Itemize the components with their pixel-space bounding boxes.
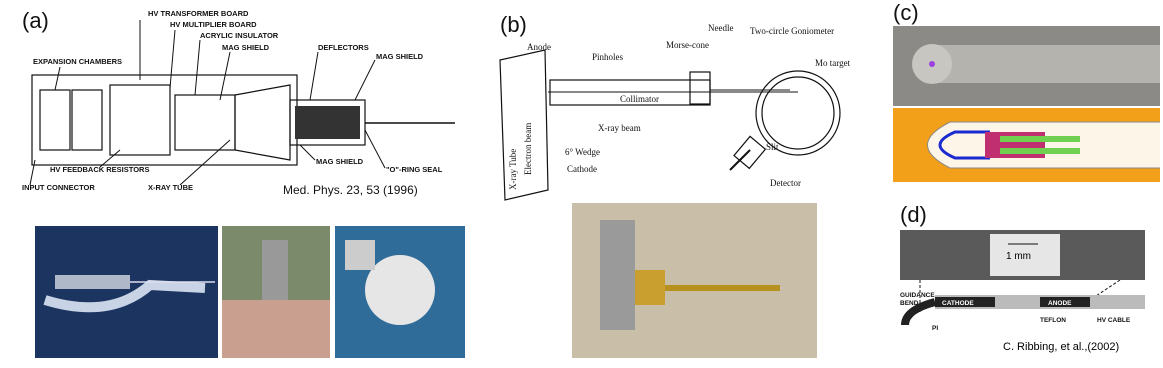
callout: Needle (708, 23, 733, 33)
panel-d-images (900, 230, 1145, 326)
callout: INPUT CONNECTOR (22, 183, 95, 192)
callout: MAG SHIELD (376, 52, 424, 61)
citation: Med. Phys. 23, 53 (1996) (283, 183, 418, 197)
callout: HV MULTIPLIER BOARD (170, 20, 257, 29)
panel-label: (b) (500, 12, 527, 37)
callout: X-ray beam (598, 123, 641, 133)
callout: PI (932, 325, 938, 332)
callout: Cathode (567, 164, 597, 174)
callout: Slit (766, 142, 779, 152)
callout: HV CABLE (1097, 317, 1131, 324)
callout: MAG SHIELD (316, 157, 364, 166)
callout: Electron beam (523, 123, 533, 175)
callout: Mo target (815, 58, 851, 68)
callout: HV TRANSFORMER BOARD (148, 9, 249, 18)
panel-b-diagram (499, 49, 841, 201)
scale-label: 1 mm (1006, 251, 1031, 262)
citation: C. Ribbing, et al.,(2002) (1003, 341, 1119, 353)
callout: Two-circle Goniometer (750, 26, 834, 36)
callout: Anode (527, 42, 551, 52)
callout: X-RAY TUBE (148, 183, 193, 192)
panel-a-callouts: HV TRANSFORMER BOARD HV MULTIPLIER BOARD… (22, 9, 443, 192)
callout: EXPANSION CHAMBERS (33, 57, 122, 66)
panel-d-callouts: 1 mm GUIDANCE BEND CATHODE ANODE PI TEFL… (900, 251, 1131, 332)
callout: GUIDANCE (900, 292, 935, 299)
callout: 6° Wedge (565, 147, 600, 157)
panel-label: (d) (900, 202, 927, 227)
callout: HV FEEDBACK RESISTORS (50, 165, 149, 174)
callout: MAG SHIELD (222, 43, 270, 52)
callout: ACRYLIC INSULATOR (200, 31, 279, 40)
photo-b (572, 203, 817, 358)
panel-label: (c) (893, 0, 919, 25)
callout: BEND (900, 300, 919, 307)
callout: Detector (770, 178, 801, 188)
callout: Pinholes (592, 52, 624, 62)
callout: CATHODE (942, 300, 974, 307)
callout: DEFLECTORS (318, 43, 369, 52)
callout: ANODE (1048, 300, 1072, 307)
panel-a-diagram (29, 20, 455, 186)
callout: "O"-RING SEAL (386, 165, 443, 174)
callout: X-ray Tube (508, 149, 518, 190)
panel-label: (a) (22, 8, 49, 33)
panel-c-images (893, 26, 1160, 182)
panel-b-callouts: Anode Pinholes Morse-cone Needle Two-cir… (508, 23, 851, 190)
callout: Collimator (620, 94, 659, 104)
callout: Morse-cone (666, 40, 709, 50)
photos-a (35, 226, 465, 358)
callout: TEFLON (1040, 317, 1066, 324)
